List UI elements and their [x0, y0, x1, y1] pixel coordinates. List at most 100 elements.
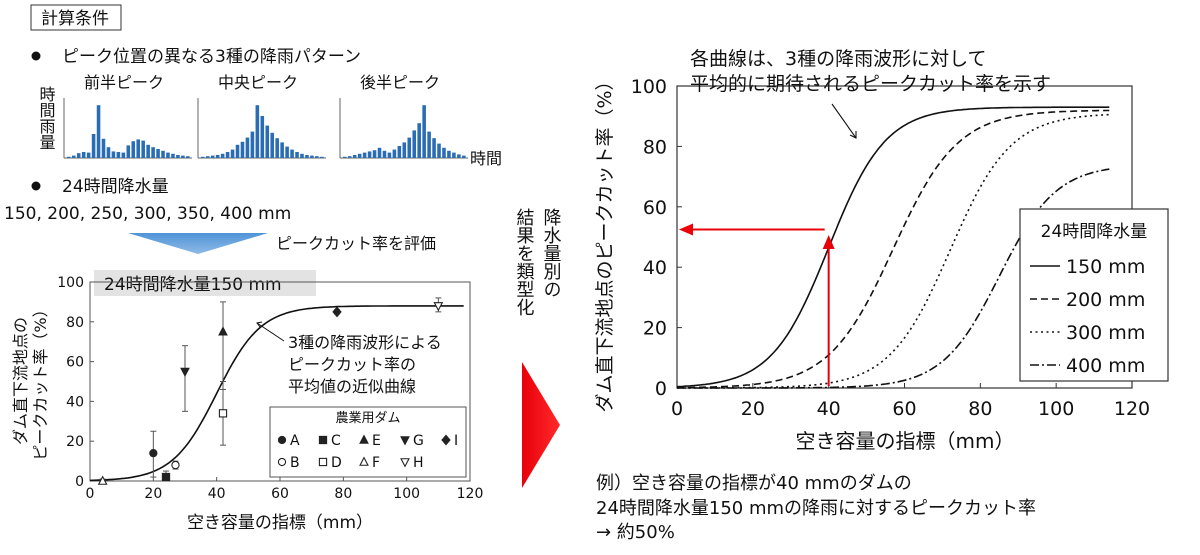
pattern-bar [315, 156, 319, 158]
legend-marker-E [359, 434, 369, 444]
pattern-bar [161, 150, 165, 158]
legend-label-I: I [454, 433, 458, 449]
legend-marker-C [318, 435, 328, 445]
pattern-bar [320, 156, 324, 158]
pattern-name-1: 中央ピーク [218, 73, 298, 92]
pattern-bar [265, 125, 270, 158]
pattern-bar [96, 105, 101, 158]
legend-title: 24時間降水量 [1041, 222, 1148, 242]
annotation-line-1: 平均的に期待されるピークカット率を示す [690, 73, 1051, 95]
conditions-title-box [30, 4, 122, 31]
pattern-bar [230, 149, 235, 158]
pattern-bar [352, 155, 357, 158]
x-tick-label: 60 [271, 486, 289, 502]
evaluate-arrow-icon [128, 233, 268, 254]
middle-label-col2: 結果を類型化 [514, 208, 535, 316]
annotation-arrow-icon [256, 322, 285, 342]
pattern-bar [377, 147, 382, 158]
legend-marker-G [400, 436, 410, 446]
legend: 24時間降水量 150 mm 200 mm 300 mm 400 mm [1019, 208, 1169, 382]
pattern-bar [71, 155, 76, 158]
point-H [433, 302, 444, 312]
legend-marker-B [277, 457, 287, 467]
pattern-bar [457, 154, 461, 158]
annotation-arrow-icon [831, 103, 857, 139]
legend-title: 農業用ダム [335, 410, 400, 426]
legend-label-2: 300 mm [1066, 322, 1145, 344]
pattern-bar [240, 141, 245, 158]
legend-marker-A [277, 435, 287, 445]
pattern-bar [235, 144, 240, 158]
point-D [218, 409, 228, 418]
pattern-name-0: 前半ピーク [84, 73, 164, 92]
annotation-line-1: ピークカット率の [288, 355, 416, 374]
pattern-bar [442, 147, 446, 158]
pattern-bar [176, 155, 180, 158]
y-tick-label: 20 [66, 434, 84, 450]
pattern-bar [181, 155, 185, 158]
x-tick-label: 40 [817, 398, 841, 420]
annotation-arrowhead-icon [256, 321, 263, 328]
y-axis-label: ダム直下流地点のピークカット率（%） [594, 71, 616, 412]
point-B [171, 460, 180, 470]
legend-label-C: C [331, 433, 341, 449]
pattern-bar [285, 146, 289, 158]
example-line-3: → 約50% [596, 522, 675, 543]
annotation-line-0: 各曲線は、3種の降雨波形に対して [690, 48, 987, 70]
pattern-bar [260, 116, 265, 158]
x-tick-label: 60 [892, 398, 916, 420]
legend-marker-I [441, 434, 451, 446]
legend-label-H: H [413, 455, 424, 471]
rain-patterns: 前半ピーク 中央ピーク 後半ピーク [63, 73, 468, 159]
point-E [218, 326, 228, 336]
pattern-bar [166, 152, 170, 158]
pattern-bar [295, 152, 299, 158]
example-up-arrowhead-icon [822, 235, 835, 249]
pattern-bar [270, 132, 275, 158]
pattern-bar [86, 152, 91, 158]
chart-cutrate-curves: 0 20 40 60 80 100 120 0 20 40 60 80 100 空き容量の指標（mm） ダム… [594, 48, 1169, 453]
legend-label-A: A [290, 433, 300, 449]
x-axis-label: 空き容量の指標（mm） [796, 429, 1015, 453]
pattern-bar [372, 150, 377, 158]
pattern-bar [171, 153, 175, 158]
y-tick-label: 40 [66, 394, 84, 410]
y-tick-label: 80 [643, 136, 667, 158]
pattern-bar [136, 139, 141, 158]
pattern-bar [201, 156, 205, 158]
legend-label-F: F [372, 455, 380, 471]
legend: 農業用ダム AB CD EF GH I [269, 406, 467, 478]
pattern-bar [275, 138, 279, 158]
bullet-1-text: ピーク位置の異なる3種の降雨パターン [62, 47, 361, 67]
x-tick-label: 0 [671, 398, 683, 420]
pattern-bar [402, 142, 407, 158]
x-tick-label: 20 [741, 398, 765, 420]
pattern-bar [116, 152, 121, 158]
result-arrow-icon [522, 362, 560, 488]
chart-title-bg [94, 270, 316, 296]
pattern-bar [412, 130, 417, 158]
fit-curve [89, 305, 464, 482]
y-tick-label: 40 [643, 257, 667, 279]
pattern-bar [382, 150, 387, 158]
x-tick-label: 80 [968, 398, 992, 420]
pattern-bar [81, 152, 86, 158]
rainfall-amounts: 150, 200, 250, 300, 350, 400 mm [4, 204, 291, 224]
legend-label-D: D [331, 455, 342, 471]
y-tick-label: 60 [66, 355, 84, 371]
point-G [180, 367, 190, 378]
pattern-bar [367, 151, 372, 158]
y-tick-label: 80 [66, 315, 84, 331]
example-left-arrowhead-icon [679, 223, 693, 236]
chart-150mm: 24時間降水量150 mm 0 20 40 60 80 100 120 0 20 40 60 80 100… [11, 270, 483, 533]
pattern-bar [141, 140, 145, 158]
legend-marker-F [359, 456, 369, 466]
annotation-line-0: 3種の降雨波形による [288, 333, 442, 352]
pattern-bar [111, 151, 116, 158]
middle-label-col1: 降水量別の [541, 208, 562, 298]
pattern-bar [250, 131, 255, 158]
pattern-bar [447, 150, 451, 158]
pattern-bar [362, 152, 367, 158]
pattern-bar [407, 137, 412, 158]
